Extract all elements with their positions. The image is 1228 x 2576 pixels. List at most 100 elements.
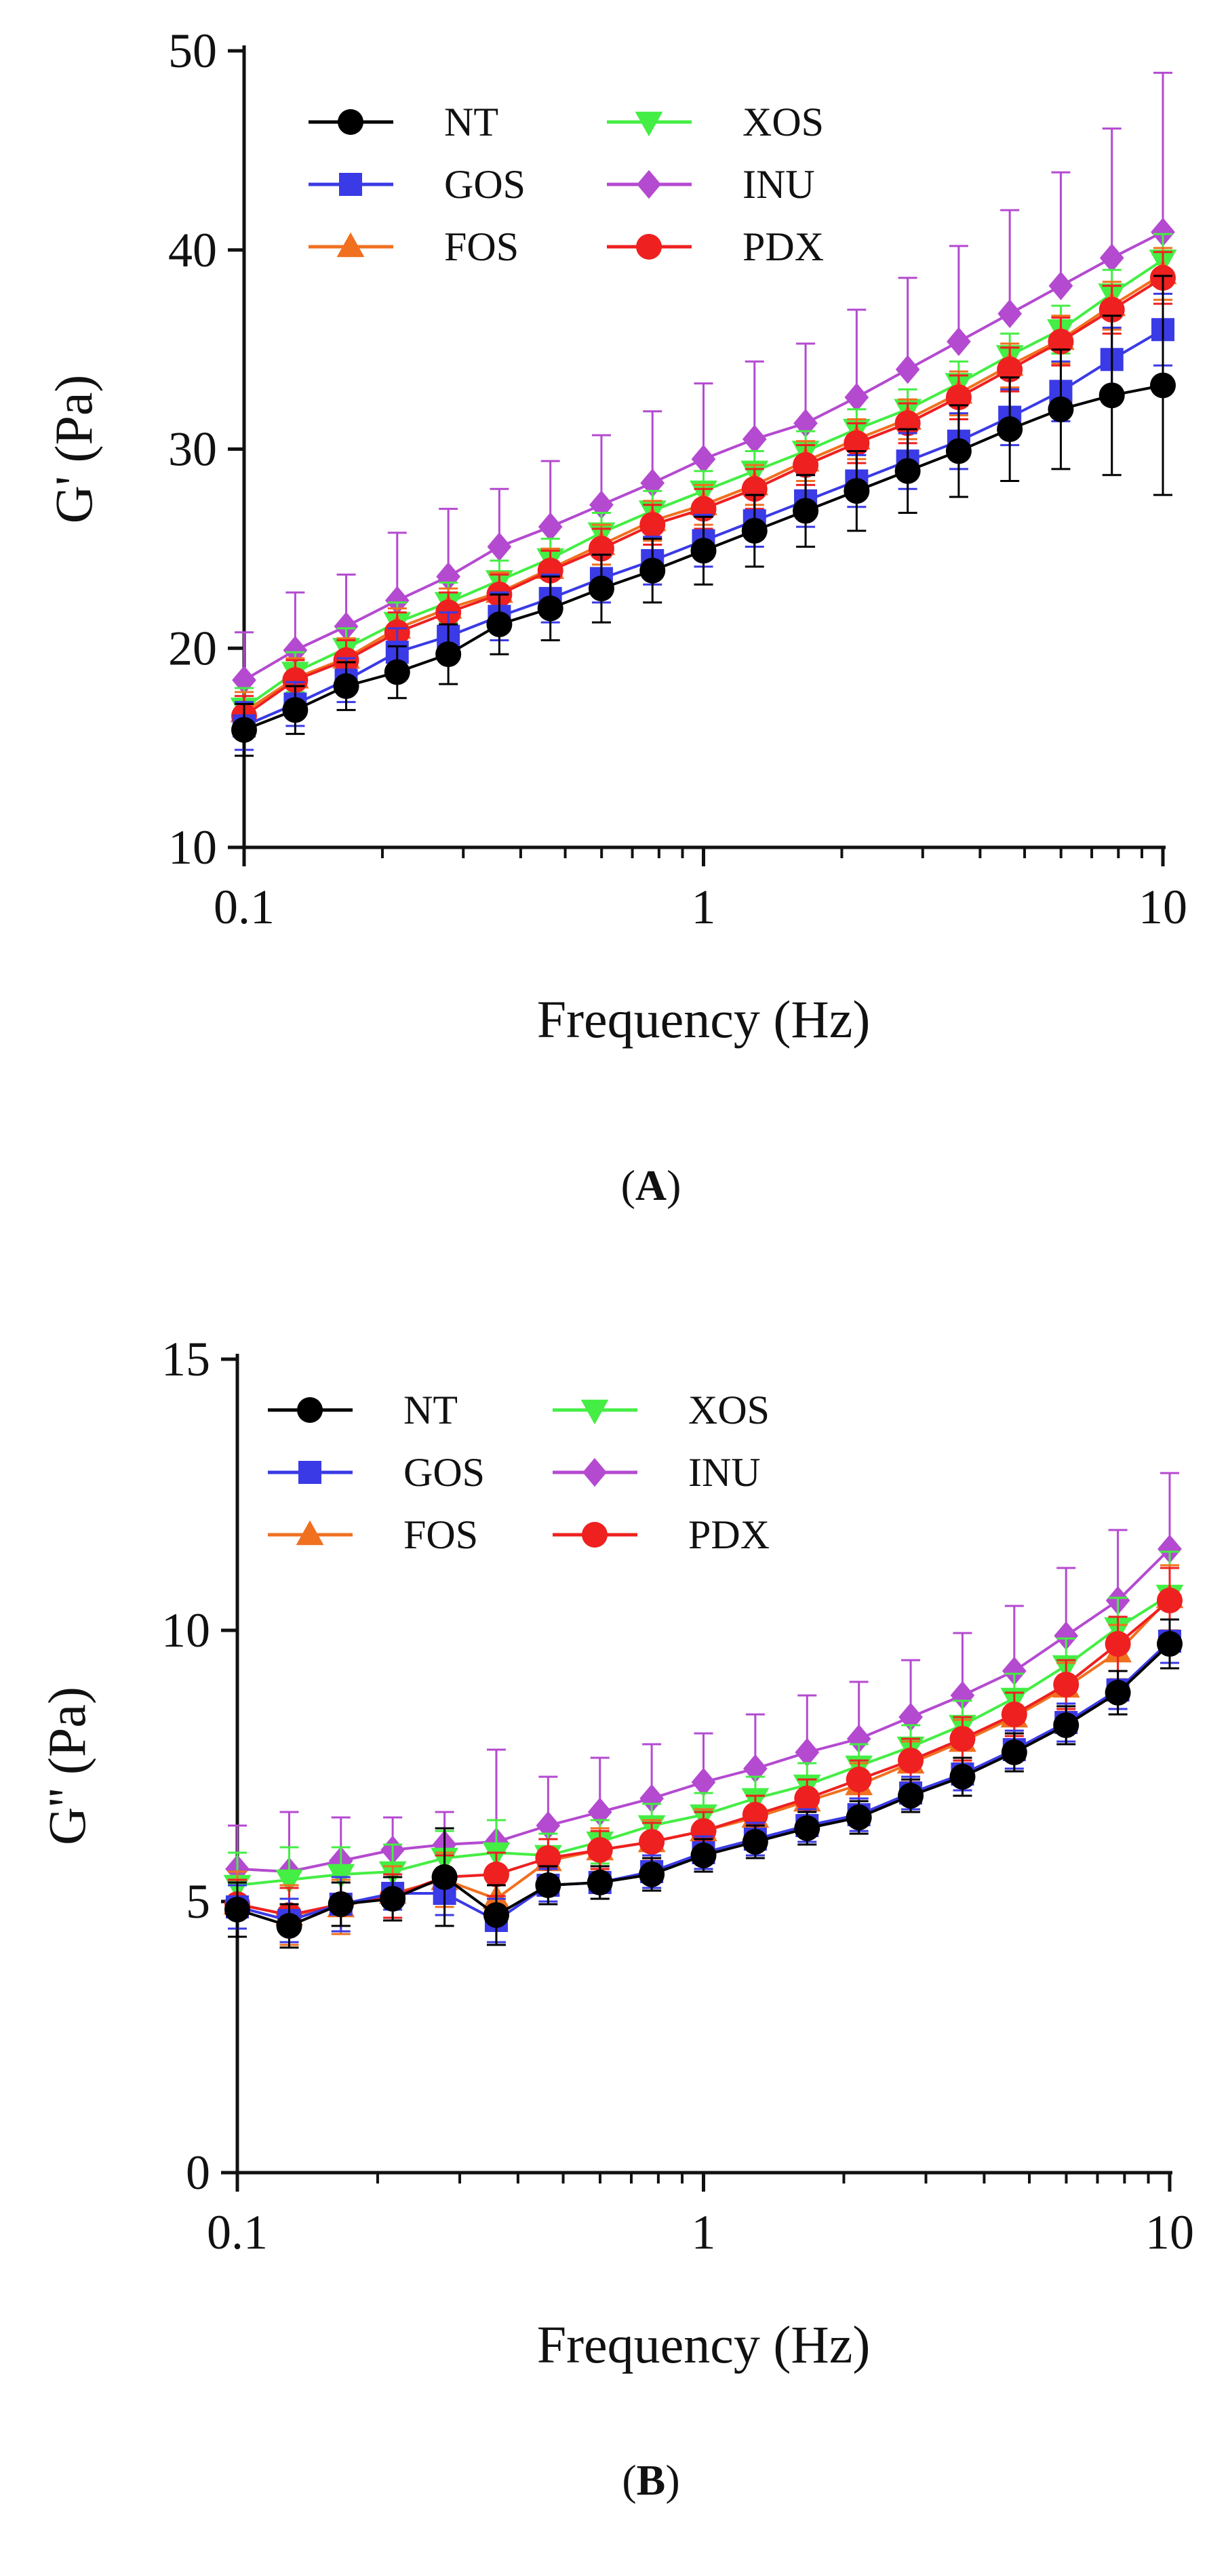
chart-b-data-point bbox=[691, 1767, 716, 1797]
chart-a-legend-item-xos: XOS bbox=[607, 100, 824, 144]
chart-a-data-point bbox=[741, 517, 768, 544]
chart-a-x-tick-label: 1 bbox=[692, 880, 716, 934]
chart-a-data-point bbox=[487, 532, 512, 561]
chart-a-data-point bbox=[1099, 243, 1124, 273]
chart-b-data-point bbox=[1002, 1656, 1027, 1686]
panel-label-a: (A) bbox=[621, 1161, 681, 1209]
chart-a-data-point bbox=[486, 611, 513, 637]
chart-b-data-point bbox=[1001, 1739, 1027, 1765]
chart-b-legend-label: NT bbox=[403, 1388, 458, 1432]
chart-b-legend: NT GOS FOS XOS INU PDX bbox=[268, 1388, 770, 1557]
chart-a-data-point bbox=[894, 458, 921, 484]
chart-a-legend-item-nt: NT bbox=[309, 100, 498, 144]
chart-b-data-point bbox=[483, 1902, 509, 1928]
chart-b-data-point bbox=[587, 1837, 613, 1863]
chart-b-y-tick-label: 0 bbox=[186, 2146, 210, 2200]
chart-b-data-point bbox=[275, 1869, 303, 1895]
chart-a-data-point bbox=[435, 641, 462, 668]
chart-b-legend-item-inu: INU bbox=[553, 1450, 761, 1495]
chart-b-data-point bbox=[639, 1784, 664, 1813]
chart-a-legend-label: GOS bbox=[444, 162, 526, 207]
chart-b-data-point bbox=[949, 1726, 976, 1752]
chart-a-data-point bbox=[1151, 218, 1175, 247]
chart-b-data-point bbox=[535, 1845, 561, 1871]
chart-a-legend-marker bbox=[339, 173, 362, 196]
chart-a-data-point bbox=[945, 438, 972, 464]
chart-a-legend-marker bbox=[635, 111, 663, 137]
chart-b-legend-label: GOS bbox=[403, 1450, 485, 1495]
chart-a-legend-item-gos: GOS bbox=[309, 162, 526, 207]
chart-a-legend-label: FOS bbox=[444, 224, 519, 269]
chart-b-data-point bbox=[742, 1802, 768, 1828]
chart-b-data-point bbox=[328, 1891, 354, 1917]
chart-a-x-tick-label: 0.1 bbox=[214, 880, 275, 934]
chart-b-data-point bbox=[743, 1754, 768, 1784]
chart-a-legend-label: PDX bbox=[742, 224, 824, 269]
chart-b-data-point bbox=[950, 1681, 975, 1710]
chart-a-y-tick-label: 30 bbox=[168, 422, 217, 477]
chart-b-legend-label: XOS bbox=[688, 1388, 770, 1432]
chart-a-data-point bbox=[997, 299, 1023, 328]
chart-a-legend-item-pdx: PDX bbox=[607, 224, 824, 269]
chart-a-data-point bbox=[945, 384, 972, 411]
chart-a-legend-item-fos: FOS bbox=[309, 224, 519, 269]
chart-b-data-point bbox=[1053, 1672, 1080, 1697]
chart-a-data-point bbox=[947, 327, 971, 357]
chart-a-data-point bbox=[384, 659, 410, 685]
chart-b-data-point bbox=[276, 1913, 302, 1939]
chart-b-data-point bbox=[1157, 1631, 1183, 1657]
chart-b-data-point bbox=[224, 1897, 250, 1923]
chart-a-data-point bbox=[895, 355, 920, 384]
chart-a-y-axis-title: G' (Pa) bbox=[44, 375, 103, 524]
chart-b-legend-marker bbox=[582, 1457, 607, 1487]
chart-b-legend-item-nt: NT bbox=[268, 1388, 458, 1432]
chart-a-y-tick-label: 10 bbox=[168, 820, 217, 874]
chart-b-data-point bbox=[794, 1786, 820, 1811]
chart-b-data-point bbox=[794, 1815, 820, 1841]
panel-letter-a: A bbox=[635, 1161, 667, 1209]
chart-b-data-point bbox=[1001, 1702, 1027, 1727]
chart-b-x-tick-label: 10 bbox=[1145, 2205, 1194, 2259]
panel-label-b: (B) bbox=[622, 2456, 679, 2504]
chart-a-series-nt bbox=[231, 275, 1176, 757]
chart-b-data-point bbox=[1105, 1680, 1131, 1706]
chart-a-data-point bbox=[997, 416, 1023, 443]
chart-a-y-tick-label: 50 bbox=[168, 24, 217, 78]
chart-a-series-pdx bbox=[231, 251, 1176, 737]
chart-b-legend-marker bbox=[582, 1522, 608, 1548]
chart-a-legend-marker bbox=[338, 109, 363, 135]
chart-b-data-point bbox=[639, 1829, 665, 1855]
chart-a-legend-marker bbox=[637, 169, 661, 199]
chart-a-legend: NT GOS FOS XOS INU PDX bbox=[309, 100, 824, 269]
chart-b-data-point bbox=[846, 1767, 872, 1792]
chart-a-series-inu bbox=[232, 71, 1175, 695]
chart-a-data-point bbox=[793, 452, 819, 478]
chart-b-legend-label: FOS bbox=[403, 1512, 478, 1557]
chart-b-y-tick-label: 15 bbox=[161, 1332, 210, 1386]
chart-a-data-point bbox=[793, 498, 819, 524]
chart-a-data-point bbox=[1098, 382, 1125, 409]
chart-b-legend-item-fos: FOS bbox=[268, 1512, 478, 1557]
chart-b-data-point bbox=[898, 1783, 924, 1809]
chart-a-data-point bbox=[1048, 396, 1074, 422]
panel-letter-b: B bbox=[637, 2456, 666, 2504]
chart-b-legend-item-gos: GOS bbox=[268, 1450, 485, 1495]
chart-a-data-point bbox=[333, 673, 359, 700]
chart-a-data-point bbox=[691, 444, 716, 474]
chart-b-data-point bbox=[1157, 1588, 1183, 1613]
chart-b-data-point bbox=[690, 1843, 717, 1868]
chart-a-data-point bbox=[844, 478, 870, 504]
chart-a-data-point bbox=[334, 611, 359, 641]
chart-a: 10 20 30 40 50 0.1 1 10 Frequency (Hz) G' (Pa) NT G… bbox=[44, 24, 1187, 1049]
chart-b-data-point bbox=[1054, 1621, 1079, 1651]
chart-a-data-point bbox=[690, 538, 717, 564]
chart-a-legend-label: INU bbox=[742, 162, 815, 207]
chart-a-data-point bbox=[1048, 328, 1074, 355]
chart-b: 0 5 10 15 0.1 1 10 Frequency (Hz) G'' (Pa) NT GOS F… bbox=[37, 1332, 1194, 2374]
chart-a-y-tick-label: 40 bbox=[168, 223, 217, 277]
chart-a-data-point bbox=[639, 512, 666, 538]
chart-a-data-point bbox=[742, 424, 767, 454]
chart-b-y-tick-label: 10 bbox=[161, 1603, 210, 1657]
chart-a-y-tick-label: 20 bbox=[168, 621, 217, 675]
chart-b-data-point bbox=[1157, 1534, 1182, 1564]
